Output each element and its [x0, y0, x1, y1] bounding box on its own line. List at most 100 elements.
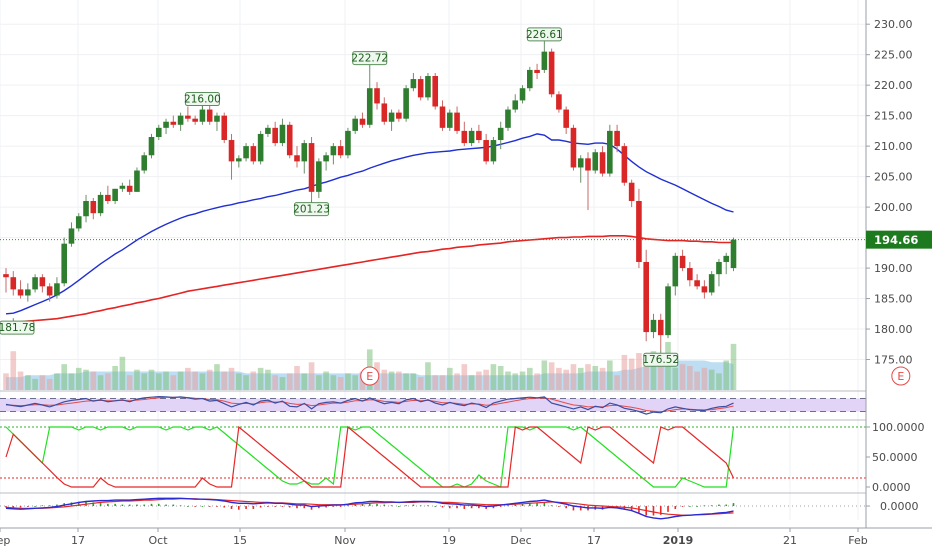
- volume-bar: [417, 377, 424, 390]
- time-tick-label: Nov: [334, 534, 356, 547]
- volume-bar: [505, 371, 511, 390]
- volume-bar: [446, 367, 453, 390]
- volume-bar: [461, 364, 468, 390]
- volume-bar: [490, 364, 497, 390]
- volume-bar: [316, 375, 322, 390]
- macd-histogram-bar: [136, 504, 138, 507]
- macd-histogram-bar: [368, 503, 371, 507]
- volume-bar: [105, 373, 111, 390]
- candle-body: [599, 152, 606, 174]
- candle-body: [265, 127, 271, 134]
- volume-bar: [272, 375, 278, 390]
- volume-bar: [3, 373, 9, 390]
- macd-histogram-bar: [99, 503, 102, 507]
- candle-body: [701, 286, 708, 293]
- volume-bar: [556, 367, 562, 390]
- volume-bar: [599, 367, 606, 390]
- candle-body: [39, 277, 46, 287]
- stochastic-panel[interactable]: [0, 425, 866, 494]
- candle-body: [468, 130, 475, 144]
- volume-bar: [388, 371, 395, 390]
- macd-histogram-bar: [383, 504, 386, 507]
- macd-histogram-bar: [281, 506, 284, 507]
- volume-bar: [701, 367, 708, 390]
- macd-histogram-bar: [456, 506, 458, 509]
- volume-bar: [585, 364, 591, 390]
- volume-bar: [476, 371, 482, 390]
- rsi-panel[interactable]: [0, 390, 866, 421]
- candle-body: [192, 118, 198, 122]
- macd-histogram-bar: [514, 504, 517, 507]
- volume-bar: [17, 371, 24, 390]
- volume-bar: [126, 375, 133, 390]
- macd-histogram-bar: [41, 505, 44, 507]
- macd-histogram-bar: [107, 503, 109, 507]
- macd-histogram-bar: [267, 506, 269, 507]
- macd-histogram-bar: [361, 503, 364, 507]
- macd-histogram-bar: [536, 503, 538, 507]
- price-label: 226.61: [526, 29, 563, 41]
- candle-body: [461, 130, 468, 144]
- candle-body: [657, 319, 664, 336]
- volume-bar: [199, 373, 206, 390]
- volume-bar: [614, 375, 620, 390]
- candle-body: [519, 88, 526, 101]
- macd-panel[interactable]: [0, 497, 866, 520]
- candle-body: [708, 274, 715, 293]
- volume-bar: [97, 375, 104, 390]
- candle-body: [396, 112, 402, 119]
- candlesticks[interactable]: [3, 44, 737, 351]
- macd-histogram-bar: [659, 506, 662, 515]
- volume-bar: [345, 373, 351, 390]
- price-label-box: [294, 202, 330, 217]
- volume-bar: [206, 369, 213, 390]
- time-tick-label: Sep: [0, 534, 10, 547]
- volume-bar: [527, 367, 533, 390]
- volume-bar: [432, 375, 439, 390]
- volume-bar: [177, 371, 184, 390]
- time-tick-label: 15: [233, 534, 247, 547]
- candle-body: [716, 261, 722, 275]
- price-tick-label: 175.00: [874, 354, 913, 367]
- volume-bar: [468, 375, 475, 390]
- candle-body: [665, 286, 671, 336]
- volume-bar: [25, 375, 31, 390]
- macd-histogram-bar: [558, 506, 560, 507]
- candle-body: [243, 146, 249, 159]
- price-label: 216.00: [184, 94, 221, 106]
- macd-histogram-bar: [318, 506, 320, 509]
- price-label: 176.52: [642, 354, 679, 366]
- macd-histogram-bar: [441, 506, 444, 508]
- volume-bar: [403, 373, 409, 390]
- stoch-tick-label: 100.0000: [872, 421, 925, 434]
- candle-body: [425, 76, 431, 98]
- candle-body: [490, 140, 497, 162]
- macd-histogram-bar: [448, 506, 451, 509]
- price-tick-label: 215.00: [874, 110, 913, 123]
- price-tick-label: 230.00: [874, 18, 913, 31]
- price-tick-label: 205.00: [874, 171, 913, 184]
- candle-body: [126, 185, 133, 192]
- candle-body: [497, 127, 504, 141]
- candle-body: [366, 88, 373, 125]
- volume-bar: [134, 369, 140, 390]
- candle-body: [112, 188, 118, 201]
- macd-histogram-bar: [507, 505, 509, 507]
- macd-histogram-bar: [543, 502, 546, 507]
- candle-body: [214, 115, 220, 122]
- volume-bar: [141, 373, 148, 390]
- macd-histogram-bar: [27, 506, 29, 507]
- macd-histogram-bar: [347, 505, 349, 507]
- candle-body: [483, 140, 489, 162]
- macd-histogram-bar: [710, 505, 713, 507]
- candle-body: [83, 201, 89, 217]
- candle-body: [32, 277, 38, 290]
- price-tick-label: 190.00: [874, 262, 913, 275]
- macd-histogram-bar: [499, 506, 502, 507]
- candle-body: [3, 274, 9, 278]
- volume-bar: [250, 371, 257, 390]
- candle-body: [199, 109, 206, 122]
- macd-histogram-bar: [412, 504, 415, 507]
- macd-histogram-bar: [201, 506, 204, 507]
